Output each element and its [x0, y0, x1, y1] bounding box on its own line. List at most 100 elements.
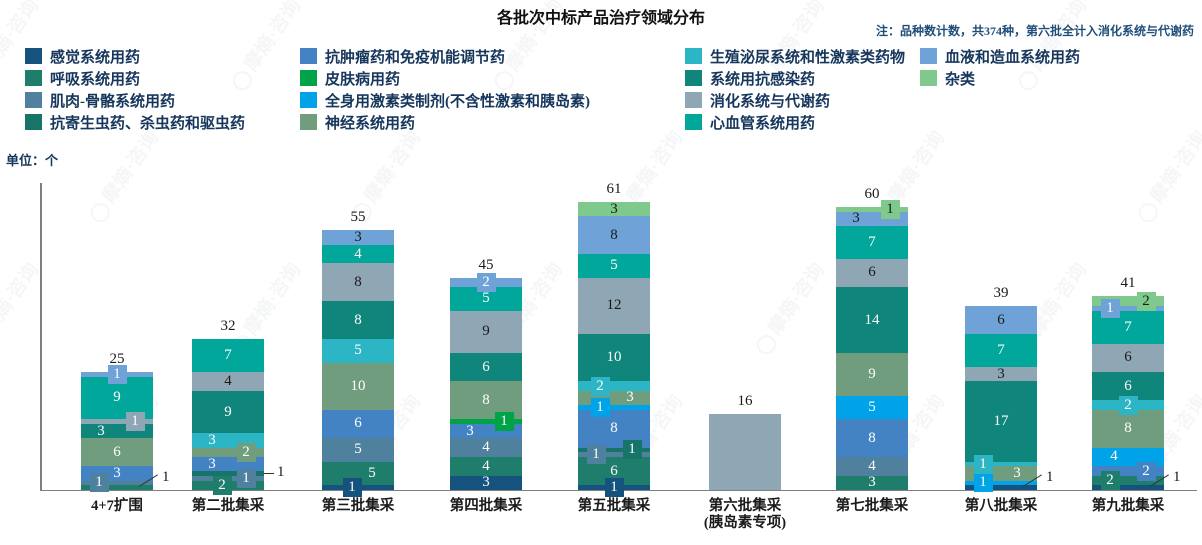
bar-total-label: 60 [864, 185, 880, 202]
bar-segment [836, 353, 908, 396]
bar-total-label: 61 [606, 181, 622, 198]
watermark: 摩熵·咨询 [1129, 125, 1202, 227]
segment-value-label: 1 [125, 412, 145, 432]
segment-value-label: 2 [212, 475, 232, 495]
segment-value-label: 1 [277, 464, 285, 481]
segment-value-label: 1 [622, 440, 642, 460]
segment-value-label: 10 [606, 349, 622, 366]
legend-item: 抗肿瘤药和免疫机能调节药 [300, 47, 506, 66]
legend-label: 杂类 [945, 71, 976, 88]
x-axis-category-label: 第二批集采 [191, 498, 265, 514]
x-axis-category-label: 第六批集采 (胰岛素专项) [703, 498, 787, 531]
segment-value-label: 6 [482, 358, 490, 375]
segment-value-label: 3 [208, 431, 216, 448]
bar-segment [578, 452, 650, 457]
bar-segment [836, 206, 908, 212]
legend-item: 神经系统用药 [300, 113, 416, 132]
legend-swatch-icon [920, 48, 937, 64]
legend-item: 生殖泌尿系统和性激素类药物 [685, 47, 906, 66]
legend-swatch-icon [300, 92, 317, 108]
segment-value-label: 6 [1124, 377, 1132, 394]
bar-segment [192, 338, 264, 372]
bar-segment [192, 447, 264, 457]
watermark: 摩熵·咨询 [81, 125, 164, 227]
segment-value-label: 1 [1100, 298, 1120, 318]
legend-label: 神经系统用药 [325, 115, 416, 132]
segment-value-label: 10 [350, 377, 366, 394]
bar-segment [578, 381, 650, 391]
bar-segment [322, 301, 394, 339]
bar-segment [578, 405, 650, 410]
segment-value-label: 6 [1124, 349, 1132, 366]
segment-value-label: 3 [354, 228, 362, 245]
segment-value-label: 1 [107, 364, 127, 384]
segment-value-label: 5 [868, 398, 876, 415]
segment-value-label: 1 [342, 478, 362, 498]
legend-label: 抗肿瘤药和免疫机能调节药 [325, 49, 506, 66]
segment-value-label: 9 [113, 389, 121, 406]
bar-segment [1092, 409, 1164, 448]
watermark: 摩熵·咨询 [0, 259, 44, 339]
bar-segment [836, 225, 908, 259]
bar-total-label: 25 [109, 351, 125, 367]
bar-segment [578, 216, 650, 254]
segment-value-label: 1 [162, 468, 170, 485]
legend-label: 皮肤病用药 [325, 71, 401, 88]
legend-item: 系统用抗感染药 [685, 69, 815, 88]
bar-segment [322, 338, 394, 363]
bar-total-label: 41 [1120, 275, 1136, 292]
segment-value-label: 4 [482, 439, 490, 456]
segment-value-label: 1 [586, 445, 606, 465]
bar-segment [836, 287, 908, 354]
legend-swatch-icon [25, 70, 42, 86]
legend-swatch-icon [685, 114, 702, 130]
legend-label: 呼吸系统用药 [50, 71, 141, 88]
chart-note: 注：品种数计数，共374种，第六批全计入消化系统与代谢药 [875, 24, 1194, 38]
legend-swatch-icon [300, 48, 317, 64]
segment-value-label: 7 [868, 233, 876, 250]
segment-value-label: 7 [997, 342, 1005, 359]
legend-swatch-icon [685, 48, 702, 64]
legend-label: 生殖泌尿系统和性激素类药物 [710, 49, 906, 66]
bar-segment [1092, 305, 1164, 311]
legend-item: 血液和造血系统用药 [920, 47, 1081, 66]
legend-label: 感觉系统用药 [50, 49, 141, 66]
segment-value-label: 2 [236, 442, 256, 462]
segment-value-label: 1 [494, 412, 514, 432]
legend-item: 呼吸系统用药 [25, 69, 141, 88]
segment-value-label: 2 [1118, 395, 1138, 415]
bar-segment [322, 362, 394, 410]
legend-label: 消化系统与代谢药 [710, 93, 831, 110]
bar-segment [192, 372, 264, 391]
segment-value-label: 8 [868, 429, 876, 446]
bar-segment [965, 461, 1037, 467]
bar-total-label: 45 [478, 256, 494, 273]
segment-value-label: 1 [1173, 468, 1181, 485]
bar-segment [965, 305, 1037, 335]
bar-segment [709, 414, 781, 490]
segment-value-label: 9 [868, 365, 876, 382]
segment-value-label: 3 [113, 464, 121, 481]
bar-segment [836, 475, 908, 490]
legend-item: 抗寄生虫药、杀虫药和驱虫药 [25, 113, 245, 132]
x-axis-category-label: 第四批集采 [449, 498, 523, 514]
bar-segment [1092, 485, 1164, 490]
legend-label: 心血管系统用药 [710, 115, 816, 132]
segment-value-label: 4 [224, 372, 232, 389]
legend-swatch-icon [685, 92, 702, 108]
segment-value-label: 3 [997, 365, 1005, 382]
segment-value-label: 4 [1110, 448, 1118, 465]
segment-value-label: 9 [224, 403, 232, 420]
segment-value-label: 6 [868, 264, 876, 281]
bar-segment [81, 480, 153, 486]
bar-segment [578, 277, 650, 335]
legend-item: 心血管系统用药 [685, 113, 816, 132]
segment-value-label: 3 [852, 210, 860, 227]
segment-value-label: 12 [606, 297, 622, 314]
bar-segment [578, 254, 650, 278]
segment-value-label: 7 [224, 346, 232, 363]
callout-line [264, 473, 274, 475]
segment-value-label: 4 [482, 457, 490, 474]
legend-swatch-icon [300, 114, 317, 130]
legend-label: 血液和造血系统用药 [945, 49, 1081, 66]
